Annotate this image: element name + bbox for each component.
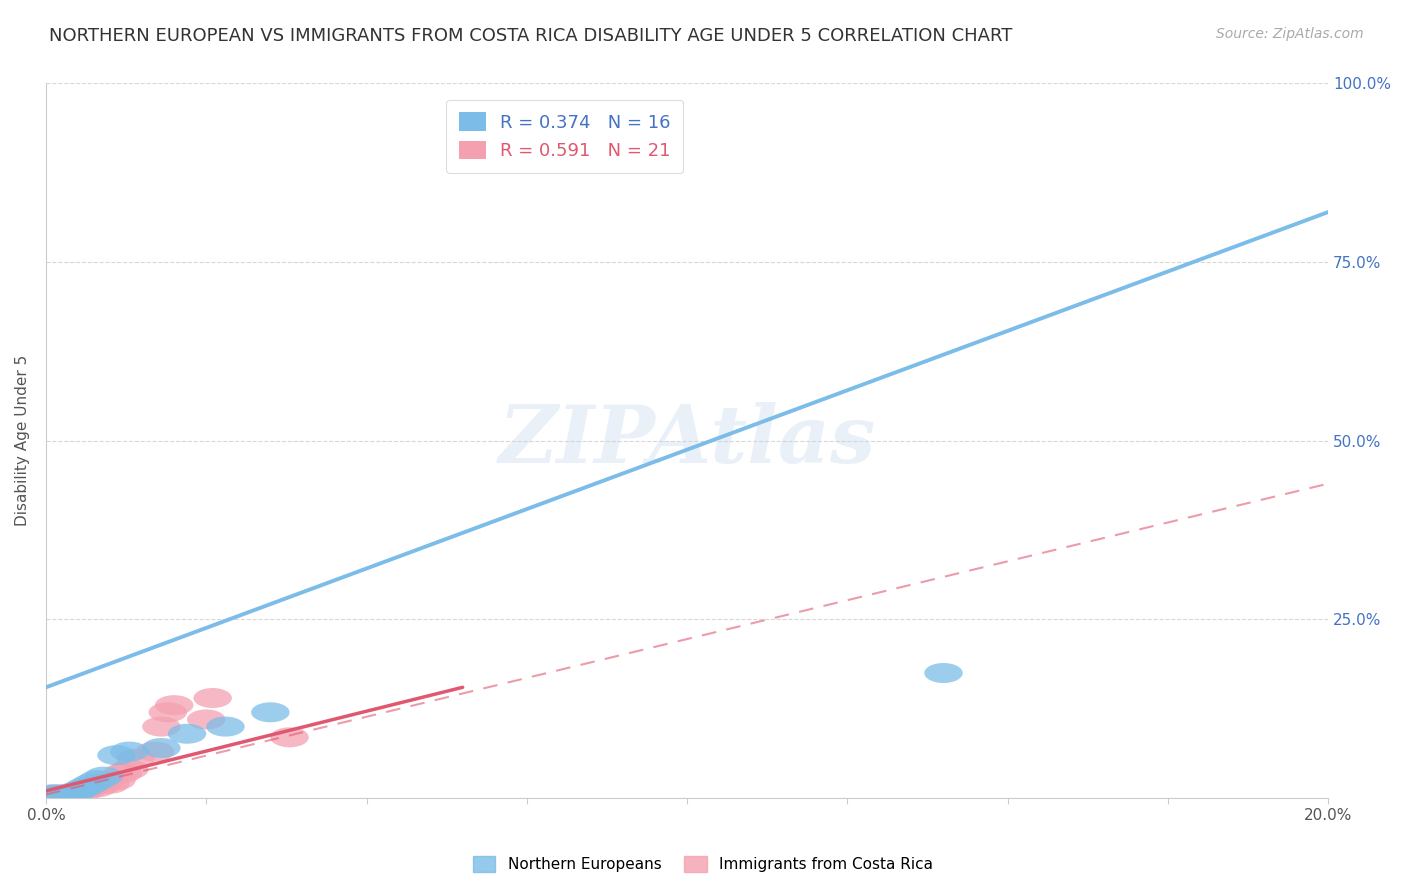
Ellipse shape	[194, 688, 232, 708]
Ellipse shape	[59, 780, 97, 801]
Ellipse shape	[46, 784, 84, 805]
Ellipse shape	[39, 784, 77, 805]
Ellipse shape	[72, 773, 110, 794]
Legend: R = 0.374   N = 16, R = 0.591   N = 21: R = 0.374 N = 16, R = 0.591 N = 21	[446, 100, 683, 173]
Ellipse shape	[149, 702, 187, 723]
Ellipse shape	[91, 773, 129, 794]
Ellipse shape	[77, 777, 117, 797]
Ellipse shape	[39, 784, 77, 805]
Ellipse shape	[97, 770, 136, 790]
Ellipse shape	[84, 766, 122, 787]
Ellipse shape	[84, 773, 122, 794]
Ellipse shape	[97, 745, 136, 765]
Ellipse shape	[155, 695, 194, 715]
Text: NORTHERN EUROPEAN VS IMMIGRANTS FROM COSTA RICA DISABILITY AGE UNDER 5 CORRELATI: NORTHERN EUROPEAN VS IMMIGRANTS FROM COS…	[49, 27, 1012, 45]
Ellipse shape	[117, 748, 155, 769]
Text: ZIPAtlas: ZIPAtlas	[498, 402, 876, 480]
Ellipse shape	[65, 777, 104, 797]
Ellipse shape	[142, 716, 180, 737]
Ellipse shape	[34, 784, 72, 805]
Ellipse shape	[270, 727, 309, 747]
Y-axis label: Disability Age Under 5: Disability Age Under 5	[15, 355, 30, 526]
Ellipse shape	[52, 784, 91, 805]
Ellipse shape	[72, 777, 110, 797]
Ellipse shape	[924, 663, 963, 683]
Ellipse shape	[252, 702, 290, 723]
Ellipse shape	[34, 784, 72, 805]
Ellipse shape	[110, 741, 149, 762]
Ellipse shape	[52, 784, 91, 805]
Ellipse shape	[110, 759, 149, 780]
Ellipse shape	[167, 723, 207, 744]
Ellipse shape	[207, 716, 245, 737]
Ellipse shape	[77, 770, 117, 790]
Ellipse shape	[65, 780, 104, 801]
Ellipse shape	[136, 741, 174, 762]
Legend: Northern Europeans, Immigrants from Costa Rica: Northern Europeans, Immigrants from Cost…	[465, 848, 941, 880]
Ellipse shape	[46, 784, 84, 805]
Ellipse shape	[59, 780, 97, 801]
Ellipse shape	[104, 763, 142, 783]
Ellipse shape	[142, 738, 180, 758]
Ellipse shape	[187, 709, 225, 730]
Text: Source: ZipAtlas.com: Source: ZipAtlas.com	[1216, 27, 1364, 41]
